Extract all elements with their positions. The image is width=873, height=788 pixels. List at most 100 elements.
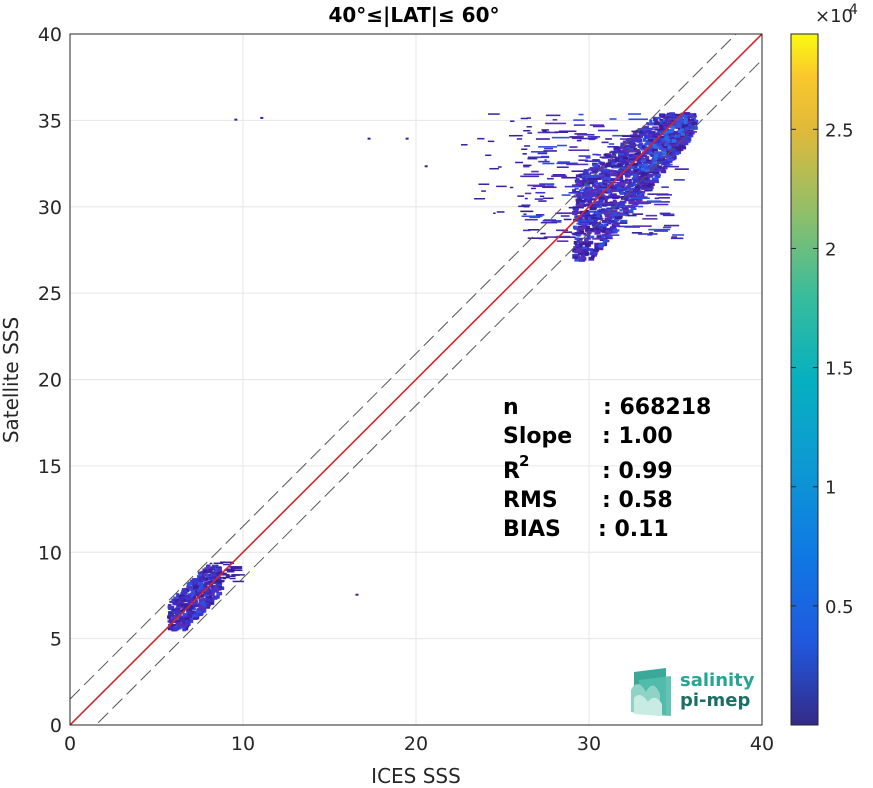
density-cell	[678, 144, 686, 147]
y-tick-label: 15	[38, 456, 62, 478]
density-cell	[664, 135, 669, 139]
density-cell	[609, 231, 615, 234]
density-cell	[192, 604, 197, 608]
density-cell	[648, 133, 652, 136]
density-cell	[644, 163, 649, 167]
density-cell	[535, 214, 545, 216]
density-cell	[690, 115, 697, 118]
density-cell	[551, 136, 570, 139]
density-cell	[535, 191, 546, 194]
density-cell	[571, 170, 584, 173]
density-cell	[580, 254, 586, 258]
density-cell	[574, 133, 588, 135]
density-cell	[545, 122, 567, 125]
density-cell	[630, 191, 637, 194]
density-cell	[210, 571, 215, 574]
density-cell	[592, 178, 598, 182]
density-cell	[634, 171, 639, 175]
density-cell	[622, 160, 629, 165]
density-cell	[600, 192, 605, 196]
density-cell	[628, 118, 648, 121]
density-cell	[596, 235, 601, 238]
density-cell	[532, 185, 554, 187]
density-cell	[620, 142, 625, 147]
density-cell	[641, 188, 647, 191]
density-cell	[626, 185, 632, 189]
density-cell	[209, 601, 215, 605]
density-cell	[478, 183, 490, 185]
density-cell	[601, 141, 609, 144]
density-cell	[167, 615, 171, 619]
density-cell	[604, 190, 609, 194]
density-cell	[176, 593, 180, 597]
stat-r2-sup: 2	[519, 452, 529, 470]
density-cell	[596, 189, 603, 194]
density-cell	[606, 190, 611, 193]
density-cell	[587, 181, 595, 185]
density-cell	[191, 590, 195, 594]
density-cell	[604, 229, 612, 234]
density-cell	[596, 225, 603, 228]
density-cell	[577, 237, 583, 241]
density-cell	[661, 138, 666, 142]
density-cell	[619, 209, 623, 212]
density-cell	[496, 211, 505, 213]
density-cell	[629, 154, 634, 158]
density-cell	[562, 231, 572, 233]
colorbar: 0.5 1 1.5 2 2.5 ×10 4	[790, 2, 858, 726]
density-cell	[584, 228, 592, 232]
density-cell	[611, 170, 617, 173]
density-cell	[200, 594, 204, 598]
density-cell	[624, 178, 629, 182]
density-cell	[487, 140, 495, 143]
density-cell	[628, 199, 638, 201]
density-cell	[575, 180, 581, 184]
density-cell	[531, 170, 539, 173]
density-cell	[210, 573, 217, 577]
density-cell	[622, 191, 626, 195]
density-cell	[663, 131, 668, 135]
density-cell	[573, 240, 578, 245]
density-cell	[170, 623, 177, 627]
density-cell	[209, 577, 215, 581]
density-cell	[658, 197, 670, 199]
density-cell	[576, 133, 595, 136]
density-cell	[668, 118, 677, 120]
density-cell	[205, 581, 211, 586]
density-cell	[644, 134, 652, 139]
density-cell	[616, 211, 621, 215]
density-cell	[607, 222, 612, 225]
density-cell	[663, 214, 675, 217]
density-cell	[199, 574, 205, 578]
density-cell	[582, 246, 587, 250]
density-cell	[685, 132, 692, 137]
density-cell	[230, 567, 243, 569]
density-cell	[659, 118, 664, 121]
density-cell	[670, 149, 678, 152]
density-cell	[624, 226, 640, 228]
density-cell	[602, 169, 607, 173]
density-cell	[171, 616, 177, 620]
density-cell	[232, 574, 240, 576]
density-cell	[524, 192, 532, 195]
density-cell	[593, 253, 597, 257]
density-cell	[615, 207, 620, 210]
density-cell	[523, 165, 530, 168]
density-cell	[579, 247, 585, 250]
density-cell	[598, 188, 612, 190]
density-cell	[202, 570, 208, 574]
density-cell	[582, 178, 587, 182]
density-cell	[666, 151, 671, 154]
density-cell	[642, 185, 652, 187]
density-cell	[663, 126, 669, 129]
density-cell	[638, 133, 644, 136]
density-cell	[683, 112, 691, 115]
density-cell	[680, 119, 685, 123]
density-cell	[647, 138, 652, 142]
density-cell	[631, 201, 649, 203]
density-cell	[206, 595, 212, 599]
density-cell	[232, 580, 245, 583]
density-cell	[587, 219, 595, 224]
density-cell	[658, 113, 665, 117]
density-cell	[614, 184, 621, 187]
